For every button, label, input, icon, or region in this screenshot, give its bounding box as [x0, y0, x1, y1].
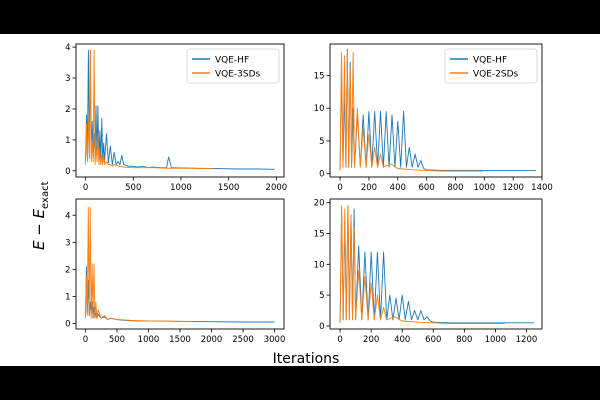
y-tick-label: 20: [314, 199, 325, 209]
y-tick-label: 10: [314, 104, 325, 114]
legend-entry-label: VQE-HF: [473, 55, 507, 65]
y-tick-label: 0: [65, 167, 70, 177]
y-tick-label: 2: [65, 265, 70, 275]
series-line-vqe-3sds: [85, 206, 192, 322]
x-tick-label: 200: [361, 183, 377, 193]
x-tick-label: 0: [83, 335, 88, 345]
y-tick-label: 5: [319, 137, 324, 147]
x-tick-label: 800: [447, 183, 463, 193]
x-tick-label: 500: [125, 183, 141, 193]
y-tick-label: 15: [314, 230, 325, 240]
x-tick-label: 200: [363, 335, 379, 345]
x-tick-label: 0: [83, 183, 88, 193]
y-tick-label: 0: [65, 320, 70, 330]
x-tick-label: 400: [390, 183, 406, 193]
y-tick-label: 1: [65, 136, 70, 146]
x-tick-label: 1000: [170, 183, 192, 193]
series-group: [339, 205, 535, 324]
series-line-vqe-3sds: [85, 49, 213, 170]
y-tick-label: 5: [319, 291, 324, 301]
y-axis-label-text: E − E: [30, 208, 48, 250]
series-group: [339, 48, 537, 172]
series-line-vqe-2sds: [339, 52, 483, 172]
legend-box: [444, 48, 538, 84]
legend: VQE-HF VQE-3SDs: [186, 48, 280, 84]
figure-background: [0, 34, 600, 366]
x-tick-label: 800: [456, 335, 472, 345]
x-tick-label: 0: [337, 335, 342, 345]
series-line-vqe-hf: [339, 48, 537, 171]
x-tick-label: 2000: [201, 335, 223, 345]
series-line-vqe-2sds: [339, 205, 505, 324]
x-tick-label: 600: [419, 183, 435, 193]
y-tick-label: 10: [314, 260, 325, 270]
x-tick-label: 0: [337, 183, 342, 193]
x-tick-label: 1500: [169, 335, 191, 345]
y-tick-label: 0: [319, 322, 324, 332]
y-tick-label: 4: [65, 211, 70, 221]
x-tick-label: 1000: [138, 335, 160, 345]
y-tick-label: 3: [65, 238, 70, 248]
subplot-3: 0 500 1000 1500 2000 2500 3000 0 1 2 3 4: [65, 198, 286, 345]
plot-frame: [75, 43, 285, 178]
x-tick-label: 1400: [531, 183, 553, 193]
y-tick-label: 1: [65, 293, 70, 303]
x-tick-label: 600: [425, 335, 441, 345]
legend: VQE-HF VQE-2SDs: [444, 48, 538, 84]
x-tick-label: 1200: [516, 335, 538, 345]
legend-box: [186, 48, 280, 84]
x-tick-label: 1200: [502, 183, 524, 193]
plot-frame: [329, 43, 543, 178]
y-tick-label: 3: [65, 74, 70, 84]
x-tick-label: 3000: [264, 335, 286, 345]
legend-entry-label: VQE-3SDs: [215, 69, 261, 79]
x-tick-label: 2000: [266, 183, 288, 193]
x-axis-main-label: Iterations: [273, 351, 340, 367]
legend-entry-label: VQE-HF: [215, 55, 249, 65]
x-tick-label: 1000: [473, 183, 495, 193]
y-tick-label: 15: [314, 71, 325, 81]
y-axis-main-label: E − Eexact: [30, 181, 51, 250]
x-tick-label: 1500: [218, 183, 240, 193]
x-tick-label: 400: [394, 335, 410, 345]
series-group: [85, 49, 275, 170]
y-tick-label: 2: [65, 105, 70, 115]
svg-text:E − Eexact: E − Eexact: [30, 181, 51, 250]
series-group: [85, 206, 275, 323]
subplot-4: 0 200 400 600 800 1000 1200 0 5 10 15 20: [314, 198, 543, 345]
x-tick-label: 1000: [485, 335, 507, 345]
y-tick-label: 4: [65, 43, 70, 53]
legend-entry-label: VQE-2SDs: [473, 69, 519, 79]
y-axis-label-subscript: exact: [40, 181, 51, 209]
x-tick-label: 2500: [232, 335, 254, 345]
subplot-2: 0 200 400 600 800 1000 1200 1400051015VQE-HFVQE…: [314, 43, 553, 193]
y-tick-label: 0: [319, 170, 324, 180]
x-tick-label: 500: [109, 335, 125, 345]
subplot-1: 0 500 1000 1500 2000 0 1 2 3 4 VQE-HF VQE-3SDs: [65, 43, 287, 193]
